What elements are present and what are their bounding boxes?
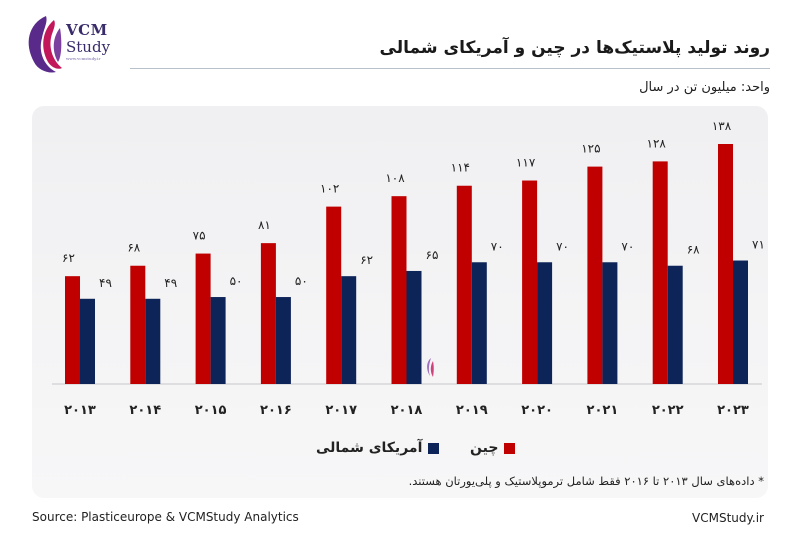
- data-label-china: ۱۳۸: [712, 119, 732, 133]
- vcmstudy-logo: [28, 16, 62, 73]
- site-url: VCMStudy.ir: [692, 511, 764, 525]
- bar-china: [130, 265, 146, 384]
- data-label-china: ۷۵: [193, 229, 206, 243]
- bar-north-america: [667, 265, 683, 384]
- x-tick-label: ۲۰۲۳: [717, 403, 749, 418]
- legend-swatch-china: [504, 442, 516, 454]
- data-label-north-america: ۴۹: [164, 276, 177, 290]
- data-label-china: ۱۲۵: [581, 142, 600, 156]
- bar-china: [522, 180, 538, 384]
- x-tick-label: ۲۰۱۴: [129, 403, 161, 418]
- bar-china: [65, 276, 80, 384]
- data-label-china: ۱۱۴: [451, 161, 470, 175]
- bar-north-america: [210, 297, 226, 384]
- x-tick-label: ۲۰۱۷: [325, 403, 357, 418]
- data-label-north-america: ۵۰: [295, 274, 308, 288]
- data-label-china: ۶۸: [127, 241, 140, 255]
- bar-north-america: [406, 270, 422, 384]
- title-divider: [130, 68, 770, 69]
- bar-china: [718, 144, 733, 384]
- bar-north-america: [80, 298, 95, 384]
- legend-item-china: چین: [470, 438, 516, 458]
- unit-label: واحد: میلیون تن در سال: [639, 80, 770, 95]
- bar-north-america: [537, 262, 553, 384]
- data-label-north-america: ۷۰: [491, 239, 504, 253]
- bar-north-america: [733, 260, 748, 384]
- x-tick-label: ۲۰۲۰: [521, 403, 553, 418]
- x-tick-label: ۲۰۲۲: [652, 403, 684, 418]
- data-label-north-america: ۷۱: [752, 238, 765, 252]
- data-label-north-america: ۶۵: [426, 248, 439, 262]
- bar-north-america: [602, 262, 618, 384]
- watermark-icon: [427, 358, 434, 377]
- data-label-china: ۸۱: [258, 218, 271, 232]
- x-tick-label: ۲۰۱۸: [391, 403, 423, 418]
- data-label-china: ۱۰۲: [320, 182, 339, 196]
- bar-north-america: [145, 298, 161, 384]
- chart-title: روند تولید پلاستیک‌ها در چین و آمریکای ش…: [379, 38, 770, 58]
- source-text: Source: Plasticeurope & VCMStudy Analyti…: [32, 510, 299, 524]
- bar-china: [195, 253, 211, 384]
- logo-url-text: www.vcmstudy.ir: [66, 56, 101, 61]
- logo-main-text: VCM: [66, 21, 108, 39]
- legend-label-china: چین: [470, 440, 499, 456]
- chart-legend: آمریکای شمالی چین: [310, 438, 516, 458]
- logo-sub-text: Study: [66, 38, 111, 56]
- bar-china: [260, 243, 276, 384]
- data-label-north-america: ۶۸: [687, 243, 700, 257]
- data-label-north-america: ۴۹: [99, 276, 112, 290]
- x-tick-label: ۲۰۱۳: [64, 403, 96, 418]
- data-label-china: ۶۲: [62, 251, 75, 265]
- bar-china: [326, 206, 342, 384]
- x-tick-label: ۲۰۱۵: [195, 403, 227, 418]
- logo-text: VCM Study www.vcmstudy.ir: [66, 21, 111, 62]
- legend-label-north-america: آمریکای شمالی: [316, 440, 423, 456]
- data-label-north-america: ۷۰: [621, 239, 634, 253]
- bar-china: [456, 185, 472, 384]
- data-label-china: ۱۰۸: [385, 171, 405, 185]
- legend-item-north-america: آمریکای شمالی: [316, 438, 440, 458]
- x-tick-label: ۲۰۲۱: [587, 403, 619, 418]
- bar-north-america: [471, 262, 487, 384]
- data-label-china: ۱۲۸: [647, 136, 667, 150]
- bar-china: [652, 161, 668, 384]
- footnote: * داده‌های سال ۲۰۱۳ تا ۲۰۱۶ فقط شامل ترم…: [408, 474, 764, 488]
- x-tick-label: ۲۰۱۶: [260, 403, 292, 418]
- data-label-china: ۱۱۷: [516, 156, 536, 170]
- bar-china: [587, 166, 603, 384]
- legend-swatch-north-america: [428, 442, 440, 454]
- x-tick-label: ۲۰۱۹: [456, 403, 488, 418]
- bar-north-america: [341, 276, 357, 384]
- data-label-north-america: ۵۰: [230, 274, 243, 288]
- bar-china: [391, 196, 407, 384]
- data-label-north-america: ۶۲: [360, 253, 373, 267]
- data-label-north-america: ۷۰: [556, 239, 569, 253]
- bar-north-america: [275, 297, 291, 384]
